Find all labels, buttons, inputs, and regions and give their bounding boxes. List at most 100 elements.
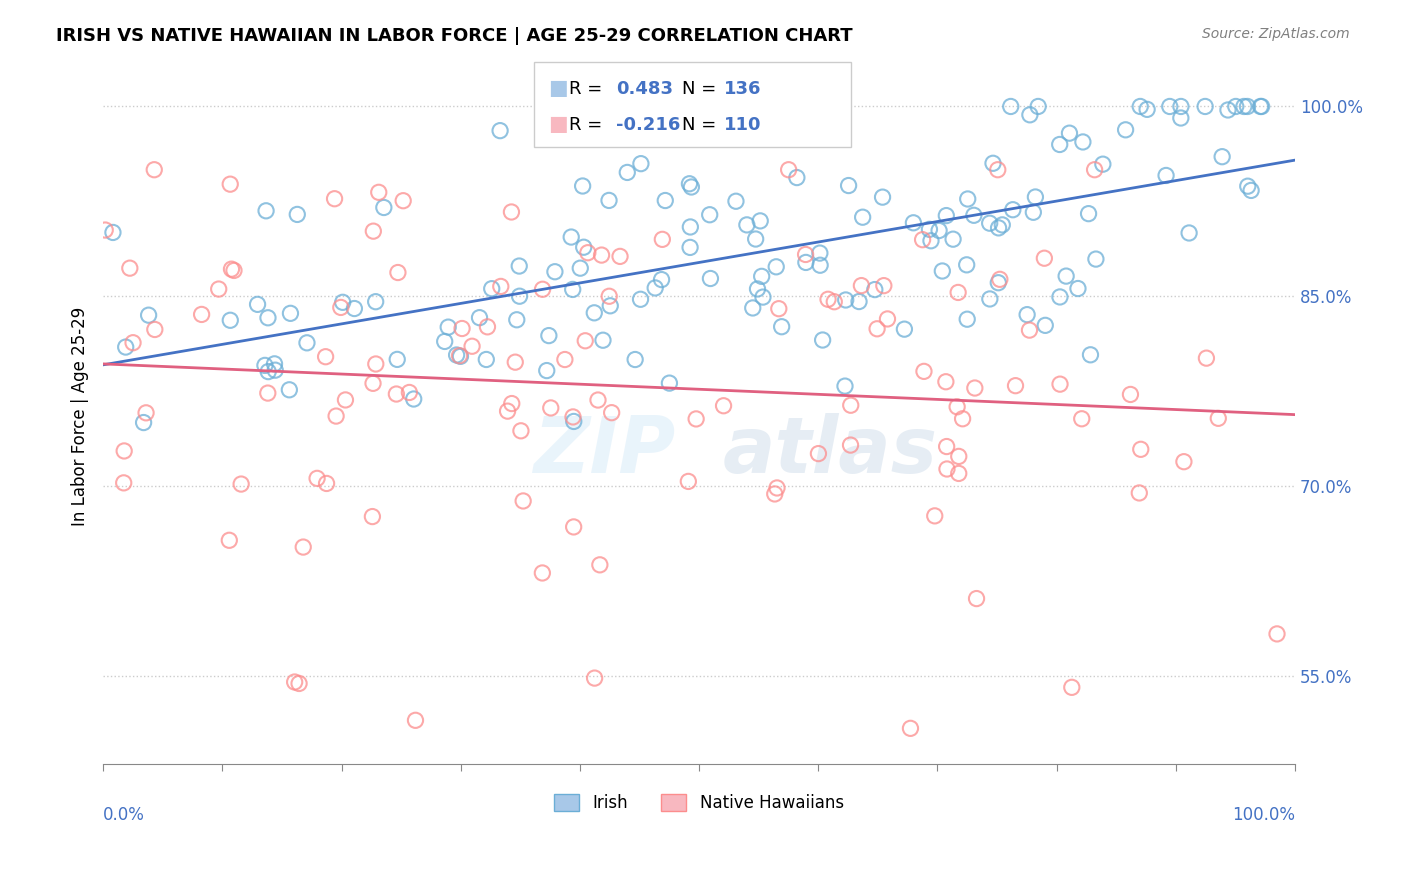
Point (834, 379, 856, 393)
Point (852, 211, 875, 225)
Text: R =: R = (569, 80, 609, 98)
Point (1026, 99, 1049, 113)
Point (811, 333, 834, 347)
Point (1033, 251, 1056, 265)
Text: ■: ■ (548, 78, 568, 98)
Text: -0.216: -0.216 (616, 116, 681, 134)
Point (461, 339, 484, 353)
Point (948, 467, 970, 481)
Point (364, 357, 387, 371)
Point (678, 177, 700, 191)
Point (292, 540, 315, 554)
Point (253, 359, 276, 373)
Point (786, 170, 808, 185)
Point (1249, 99, 1271, 113)
Point (446, 348, 468, 362)
Point (956, 312, 979, 326)
Point (768, 301, 790, 316)
Point (591, 248, 613, 262)
Point (1084, 162, 1107, 177)
Point (747, 282, 769, 296)
Point (935, 440, 957, 454)
Point (112, 475, 135, 490)
Point (101, 226, 124, 240)
Point (560, 230, 582, 244)
Point (143, 162, 166, 177)
Point (367, 186, 389, 200)
Text: 110: 110 (724, 116, 762, 134)
Point (808, 258, 831, 272)
Point (323, 192, 346, 206)
Point (979, 292, 1001, 306)
Point (1018, 323, 1040, 337)
Point (942, 232, 965, 246)
Point (219, 177, 242, 191)
Text: IRISH VS NATIVE HAWAIIAN IN LABOR FORCE | AGE 25-29 CORRELATION CHART: IRISH VS NATIVE HAWAIIAN IN LABOR FORCE … (56, 27, 853, 45)
Point (295, 335, 318, 350)
Point (981, 156, 1004, 170)
Text: 0.0%: 0.0% (103, 806, 145, 824)
Point (794, 247, 817, 261)
Point (569, 261, 592, 276)
Point (823, 294, 845, 309)
Point (835, 293, 858, 307)
Point (592, 333, 614, 347)
Point (848, 294, 870, 309)
Point (609, 249, 631, 263)
Point (246, 297, 269, 311)
Point (231, 477, 253, 491)
Point (263, 357, 285, 371)
Point (583, 671, 606, 685)
Point (501, 396, 523, 410)
Point (536, 363, 558, 377)
Point (1194, 99, 1216, 113)
Point (315, 476, 337, 491)
Point (1119, 387, 1142, 401)
Point (866, 322, 889, 336)
Point (449, 349, 471, 363)
Point (1250, 99, 1272, 113)
Point (598, 289, 620, 303)
Point (508, 259, 530, 273)
Point (839, 438, 862, 452)
Point (315, 350, 337, 364)
Point (1001, 202, 1024, 217)
Point (808, 246, 831, 260)
Point (218, 533, 240, 548)
Point (477, 319, 499, 334)
Point (1024, 190, 1046, 204)
Point (364, 294, 387, 309)
Point (589, 558, 612, 572)
Point (956, 258, 979, 272)
Point (118, 261, 141, 276)
Point (817, 293, 839, 307)
Point (1265, 627, 1288, 641)
Text: ■: ■ (548, 114, 568, 134)
Point (988, 272, 1011, 286)
Point (770, 319, 793, 334)
Point (1049, 290, 1071, 304)
Point (503, 355, 526, 369)
Point (807, 447, 830, 461)
Point (531, 566, 554, 580)
Point (1077, 207, 1099, 221)
Point (94, 223, 117, 237)
Point (952, 411, 974, 425)
Point (630, 156, 652, 170)
Point (616, 165, 638, 179)
Point (190, 308, 212, 322)
Point (699, 271, 721, 285)
Point (143, 322, 166, 336)
Point (572, 240, 595, 254)
Point (329, 301, 352, 315)
Point (475, 352, 498, 367)
Point (363, 224, 385, 238)
Point (900, 722, 922, 736)
Point (221, 262, 243, 277)
Point (1170, 111, 1192, 125)
Point (540, 401, 562, 415)
Point (510, 424, 533, 438)
Point (537, 328, 560, 343)
Point (1211, 150, 1233, 164)
Point (257, 310, 280, 325)
